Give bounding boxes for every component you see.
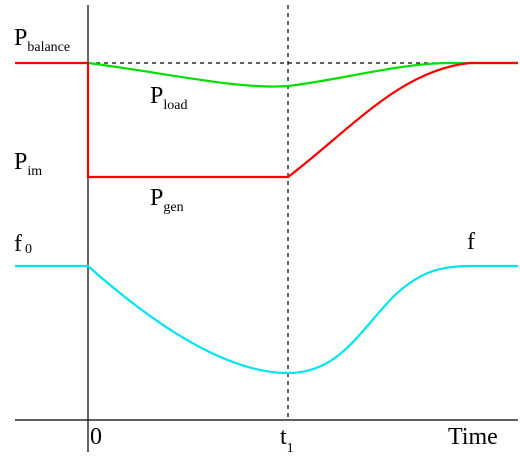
tick-zero-label: 0 — [90, 424, 102, 450]
p-gen-label: Pgen — [150, 185, 184, 215]
p-load-label: Pload — [150, 83, 187, 113]
time-axis-label: Time — [448, 424, 498, 450]
p-load-curve — [87, 61, 518, 88]
t1-label: t1 — [280, 424, 294, 456]
p-balance-label: Pbalance — [14, 25, 70, 55]
frequency-curve — [15, 264, 518, 375]
p-im-label: Pim — [14, 149, 42, 179]
f-label: f — [467, 229, 475, 255]
p-gen-curve — [15, 61, 518, 179]
